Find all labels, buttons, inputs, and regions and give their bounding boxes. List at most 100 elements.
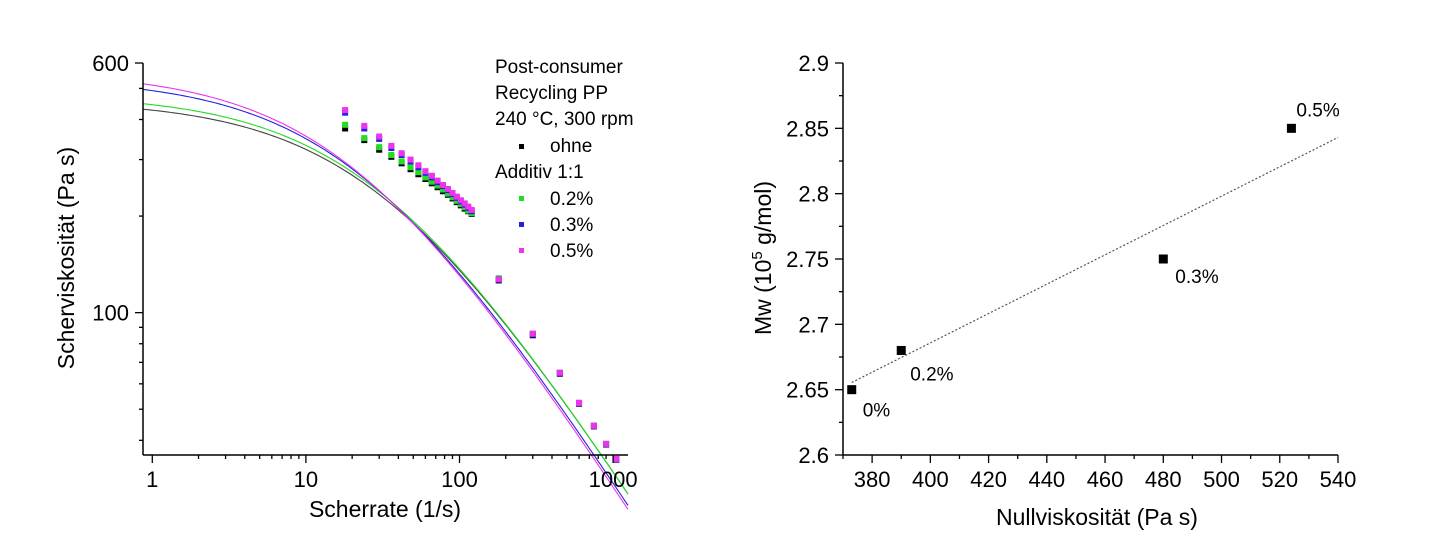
data-point-0-2 <box>388 152 395 159</box>
legend-marker-ohne <box>519 144 524 149</box>
data-point-0-5 <box>529 330 536 337</box>
y-tick-label: 100 <box>92 301 129 326</box>
data-point-0-2 <box>361 135 368 142</box>
legend-header-line-2: Recycling PP <box>495 83 608 104</box>
legend-marker-0-2 <box>519 196 524 201</box>
data-point-0-5 <box>422 168 429 175</box>
x-tick-label: 10 <box>294 467 318 492</box>
data-point-label: 0% <box>863 401 891 422</box>
trendline <box>851 136 1339 384</box>
x-tick-label: 1000 <box>589 467 638 492</box>
data-point-0-5 <box>398 150 405 157</box>
data-point <box>1286 123 1296 133</box>
data-point-0-5 <box>590 422 597 429</box>
legend-group-title: Additiv 1:1 <box>495 162 584 183</box>
data-point-0-5 <box>461 200 468 207</box>
data-point <box>847 385 857 395</box>
data-point-0-2 <box>428 178 435 185</box>
x-tick-label: 400 <box>912 467 949 492</box>
data-point-0-5 <box>495 276 502 283</box>
x-tick-label: 420 <box>970 467 1007 492</box>
data-point-0-5 <box>444 185 451 192</box>
data-point-0-5 <box>603 440 610 447</box>
x-tick-label: 1 <box>146 467 158 492</box>
y-axis-ticks: 100 600 <box>92 51 143 441</box>
x-tick-label: 440 <box>1028 467 1065 492</box>
data-point-0-5 <box>453 193 460 200</box>
y-tick-label: 2.6 <box>798 443 829 468</box>
x-tick-label: 520 <box>1261 467 1298 492</box>
y-tick-label: 600 <box>92 51 129 76</box>
legend-header-line-1: Post-consumer <box>495 57 623 78</box>
data-point-0-5 <box>468 206 475 213</box>
legend-header-line-3: 240 °C, 300 rpm <box>495 109 634 130</box>
fit-curves <box>142 83 629 510</box>
data-point-0-5 <box>361 122 368 129</box>
x-tick-label: 100 <box>441 467 478 492</box>
data-point-0-5 <box>434 177 441 184</box>
data-point-0-2 <box>453 197 460 204</box>
data-point-0-5 <box>407 156 414 163</box>
data-point-0-2 <box>444 190 451 197</box>
x-axis-ticks: 380 400 420 440 460 480 500 520 540 <box>842 455 1357 492</box>
data-point-0-2 <box>342 121 349 128</box>
x-tick-label: 480 <box>1145 467 1182 492</box>
y-tick-label: 2.9 <box>798 51 829 76</box>
data-point-ohne <box>342 125 349 132</box>
y-axis-label: Scherviskosität (Pa s) <box>53 147 79 369</box>
y-axis-label: Mw (105 g/mol) <box>749 181 776 335</box>
data-point-0-5 <box>449 190 456 197</box>
data-point-0-5 <box>439 181 446 188</box>
data-points: 0% 0.2% 0.3% 0.5% <box>847 100 1340 422</box>
y-tick-label: 2.8 <box>798 182 829 207</box>
data-point-label: 0.2% <box>910 364 953 385</box>
data-point-0-5 <box>457 197 464 204</box>
legend-label-0-5: 0.5% <box>550 241 593 262</box>
data-point-0-2 <box>422 174 429 181</box>
legend-marker-0-3 <box>519 222 524 227</box>
legend-label-0-3: 0.3% <box>550 215 593 236</box>
data-point-0-5 <box>376 133 383 140</box>
y-tick-label: 2.75 <box>786 247 829 272</box>
fit-curve-0-5 <box>142 83 629 510</box>
y-tick-label: 2.7 <box>798 312 829 337</box>
data-point-0-2 <box>434 182 441 189</box>
data-point-0-5 <box>415 162 422 169</box>
y-tick-label: 2.85 <box>786 116 829 141</box>
viscosity-flow-curve-chart: 1 10 100 1000 100 600 Scherrate (1/s) Scherv… <box>53 51 638 522</box>
data-point-0-5 <box>613 455 620 462</box>
data-point-0-2 <box>376 144 383 151</box>
x-axis-label: Nullviskosität (Pa s) <box>996 504 1198 530</box>
data-point-0-2 <box>449 194 456 201</box>
y-axis-label-part-3: g/mol) <box>750 181 776 251</box>
legend-marker-0-5 <box>519 248 524 253</box>
legend-label-ohne: ohne <box>550 136 592 157</box>
data-point-0-2 <box>439 186 446 193</box>
x-tick-label: 500 <box>1203 467 1240 492</box>
data-point-0-5 <box>388 142 395 149</box>
data-point-label: 0.5% <box>1296 100 1339 121</box>
x-tick-label: 460 <box>1087 467 1124 492</box>
data-point-0-5 <box>342 107 349 114</box>
y-axis-label-superscript: 5 <box>749 251 766 259</box>
data-point-0-2 <box>407 164 414 171</box>
data-point-0-5 <box>556 369 563 376</box>
data-point-0-2 <box>415 169 422 176</box>
x-tick-label: 380 <box>854 467 891 492</box>
x-axis-label: Scherrate (1/s) <box>309 496 461 522</box>
y-tick-label: 2.65 <box>786 378 829 403</box>
data-point-0-5 <box>428 172 435 179</box>
legend: Post-consumer Recycling PP 240 °C, 300 r… <box>495 57 634 262</box>
data-point-0-5 <box>465 203 472 210</box>
data-point-0-2 <box>398 158 405 165</box>
data-point <box>1158 254 1168 264</box>
x-tick-label: 540 <box>1320 467 1357 492</box>
data-point <box>896 345 906 355</box>
data-point-0-5 <box>576 399 583 406</box>
mw-vs-zero-viscosity-chart: 0% 0.2% 0.3% 0.5% 380 400 420 440 460 480 500 520 5… <box>749 51 1356 530</box>
y-axis-ticks: 2.6 2.65 2.7 2.75 2.8 2.85 2.9 <box>786 51 843 468</box>
data-point-label: 0.3% <box>1175 267 1218 288</box>
y-axis-label-part-1: Mw (10 <box>750 260 776 335</box>
x-axis-ticks: 1 10 100 1000 <box>146 455 638 492</box>
